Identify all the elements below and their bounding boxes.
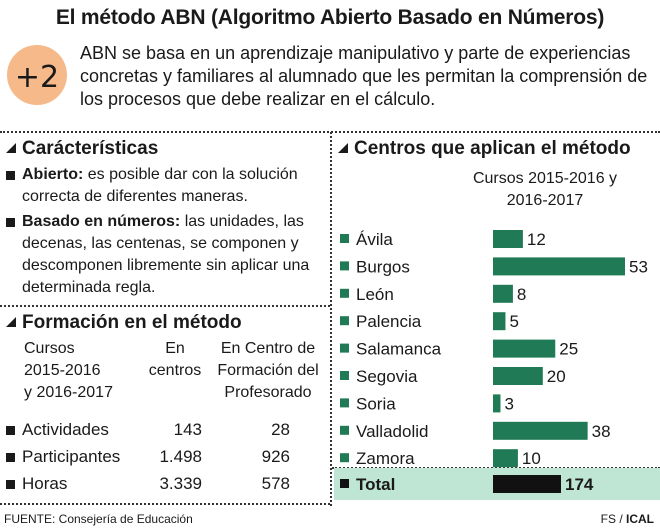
bar xyxy=(493,230,523,248)
row-label: Participantes xyxy=(22,447,121,466)
bullet-square-icon xyxy=(340,425,349,435)
bar xyxy=(493,257,625,276)
divider-left-bottom xyxy=(0,503,330,505)
row-cfp-value: 28 xyxy=(271,420,290,439)
row-label: Actividades xyxy=(22,420,109,439)
bullet-square-icon xyxy=(6,480,15,489)
total-label: Total xyxy=(356,475,395,494)
bullet-square-icon xyxy=(340,453,349,463)
data-label: 38 xyxy=(592,422,611,441)
chart-subtitle: Cursos 2015-2016 y 2016-2017 xyxy=(472,170,618,209)
row-label: Horas xyxy=(22,474,68,493)
source-note: FUENTE: Consejería de Educación xyxy=(4,512,193,526)
characteristics-title: Carácterísticas xyxy=(6,138,158,160)
category-label: Ávila xyxy=(356,230,393,249)
feature-text: es posible dar con la solución correcta … xyxy=(22,166,298,205)
svg-text:+2: +2 xyxy=(15,60,59,95)
bar xyxy=(493,394,501,413)
row-centers-value: 143 xyxy=(173,420,202,439)
bar xyxy=(493,312,506,331)
data-label: 12 xyxy=(527,230,546,249)
category-label: Salamanca xyxy=(356,340,442,359)
data-label: 8 xyxy=(517,285,526,304)
total-value: 174 xyxy=(565,475,594,494)
training-title: Formación en el método xyxy=(6,312,242,334)
category-label: Segovia xyxy=(356,367,418,386)
category-label: León xyxy=(356,285,394,304)
credit-agency: ICAL xyxy=(626,512,654,526)
page-title: El método ABN (Algoritmo Abierto Basado … xyxy=(55,6,605,29)
row-centers-value: 1.498 xyxy=(159,447,202,466)
total-bar xyxy=(493,475,561,493)
chart-title: Centros que aplican el método xyxy=(338,138,631,160)
bar xyxy=(493,284,513,303)
logo-plus-two-icon: +2 xyxy=(7,45,67,105)
triangle-icon xyxy=(6,317,16,327)
training-header-courses: Cursos 2015-2016 y 2016-2017 xyxy=(24,340,113,401)
category-label: Palencia xyxy=(356,312,422,331)
triangle-icon xyxy=(338,143,348,153)
divider-left-middle xyxy=(0,305,330,307)
feature-text: las unidades, las decenas, las centenas,… xyxy=(22,213,310,296)
category-label: Valladolid xyxy=(356,422,428,441)
bullet-square-icon xyxy=(340,398,349,408)
data-label: 10 xyxy=(522,449,541,468)
category-label: Zamora xyxy=(356,449,415,468)
bar xyxy=(493,449,518,468)
data-label: 53 xyxy=(629,257,648,276)
bullet-square-icon xyxy=(340,261,349,271)
bar xyxy=(493,367,543,385)
bullet-square-icon xyxy=(6,171,15,180)
bar xyxy=(493,421,588,440)
row-cfp-value: 926 xyxy=(261,447,290,466)
bullet-square-icon xyxy=(6,218,15,227)
row-centers-value: 3.339 xyxy=(159,474,202,493)
feature-open: Abierto: es posible dar con la solución … xyxy=(6,164,324,208)
bullet-square-icon xyxy=(6,453,15,462)
feature-numbers: Basado en números: las unidades, las dec… xyxy=(6,211,324,299)
bar xyxy=(493,339,556,358)
training-header-cfp: En Centro de Formación del Profesorado xyxy=(217,340,319,401)
data-label: 20 xyxy=(547,367,566,386)
category-label: Burgos xyxy=(356,257,410,276)
bullet-square-icon xyxy=(340,316,349,326)
feature-term: Abierto: xyxy=(22,166,84,183)
bullet-square-icon xyxy=(340,371,349,380)
data-label: 5 xyxy=(509,312,518,331)
divider-vertical xyxy=(330,132,332,506)
feature-term: Basado en números: xyxy=(22,213,181,230)
bullet-square-icon xyxy=(6,426,15,435)
bullet-square-icon xyxy=(340,234,349,243)
data-label: 25 xyxy=(559,340,578,359)
intro-text: ABN se basa en un aprendizaje manipulati… xyxy=(80,43,648,109)
data-label: 3 xyxy=(504,394,513,413)
total-bullet-icon xyxy=(340,479,349,488)
training-header-centers: En centros xyxy=(148,340,202,379)
bullet-square-icon xyxy=(340,343,349,353)
bullet-square-icon xyxy=(340,288,349,298)
credit: FS / ICAL xyxy=(600,512,654,526)
category-label: Soria xyxy=(356,394,396,413)
triangle-icon xyxy=(6,143,16,153)
row-cfp-value: 578 xyxy=(261,474,290,493)
